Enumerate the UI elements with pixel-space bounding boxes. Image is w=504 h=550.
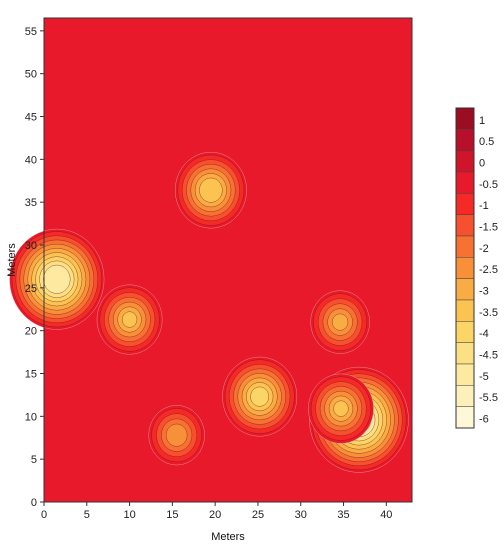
y-tick-label: 40 bbox=[25, 154, 37, 166]
legend-label: -5.5 bbox=[479, 392, 498, 404]
contour-feature bbox=[96, 284, 163, 355]
legend-label: -4 bbox=[479, 328, 489, 340]
y-tick-label: 55 bbox=[25, 26, 37, 38]
legend-swatch bbox=[455, 385, 475, 407]
y-tick-label: 25 bbox=[25, 283, 37, 295]
x-tick-label: 30 bbox=[295, 509, 307, 521]
legend-label: 0 bbox=[479, 157, 485, 169]
x-tick-label: 0 bbox=[41, 509, 47, 521]
x-tick-label: 15 bbox=[166, 509, 178, 521]
legend-label: -1.5 bbox=[479, 221, 498, 233]
legend-label: 1 bbox=[479, 115, 485, 127]
legend-swatch bbox=[455, 129, 475, 151]
legend-label: -1 bbox=[479, 200, 489, 212]
contour-band bbox=[332, 313, 349, 331]
legend-label: -4.5 bbox=[479, 349, 498, 361]
y-tick-label: 15 bbox=[25, 369, 37, 381]
legend-swatch bbox=[455, 299, 475, 322]
contour-feature bbox=[222, 356, 298, 437]
contour-feature bbox=[310, 290, 370, 354]
legend-label: -2.5 bbox=[479, 264, 498, 276]
legend-swatch bbox=[455, 363, 475, 386]
x-axis-title: Meters bbox=[211, 531, 245, 543]
contour-band bbox=[43, 264, 71, 294]
legend-label: -2 bbox=[479, 243, 489, 255]
y-tick-label: 5 bbox=[31, 454, 37, 466]
legend-frame bbox=[455, 107, 475, 429]
legend-label: -0.5 bbox=[479, 179, 498, 191]
contour-band bbox=[199, 177, 223, 203]
y-tick-label: 35 bbox=[25, 197, 37, 209]
legend-swatch bbox=[455, 278, 475, 301]
legend-swatch bbox=[455, 235, 475, 258]
y-tick-label: 0 bbox=[31, 497, 37, 509]
legend-label: -3.5 bbox=[479, 307, 498, 319]
contour-fills bbox=[9, 151, 409, 473]
legend-swatch bbox=[455, 193, 475, 215]
x-tick-label: 5 bbox=[84, 509, 90, 521]
x-tick-label: 25 bbox=[252, 509, 264, 521]
contour-feature bbox=[148, 405, 205, 466]
legend-swatch bbox=[455, 171, 475, 194]
contour-feature bbox=[9, 228, 105, 330]
x-tick-label: 40 bbox=[380, 509, 392, 521]
y-tick-label: 50 bbox=[25, 69, 37, 81]
legend-swatch bbox=[455, 342, 475, 365]
color-legend: 1 0.5 0 -0.5 -1 -1.5 -2 -2.5 -3 -3.5 -4 -4.5 -5 -5.5 -… bbox=[455, 107, 498, 429]
plot-frame bbox=[43, 17, 413, 503]
y-tick-label: 20 bbox=[25, 326, 37, 338]
x-tick-label: 10 bbox=[123, 509, 135, 521]
legend-swatch bbox=[455, 257, 475, 279]
contour-band bbox=[165, 423, 188, 447]
x-tick-label: 20 bbox=[209, 509, 221, 521]
legend-swatch bbox=[455, 214, 475, 237]
legend-label: 0.5 bbox=[479, 136, 494, 148]
axes: 0 5 10 15 20 25 30 35 40 0 5 10 15 20 25 30 35 40 45 50 55 bbox=[25, 26, 393, 521]
contour-band bbox=[250, 386, 270, 407]
x-tick-label: 35 bbox=[337, 509, 349, 521]
legend-label: -3 bbox=[479, 285, 489, 297]
legend-swatch bbox=[455, 321, 475, 343]
legend-label: -5 bbox=[479, 371, 489, 383]
contour-band bbox=[333, 400, 349, 417]
y-axis-title: Meters bbox=[6, 243, 18, 277]
contour-feature bbox=[174, 151, 247, 229]
legend-swatch bbox=[455, 406, 475, 429]
y-tick-label: 10 bbox=[25, 411, 37, 423]
y-tick-label: 45 bbox=[25, 112, 37, 124]
plot-area bbox=[9, 17, 413, 503]
legend-swatch bbox=[455, 107, 475, 130]
y-tick-label: 30 bbox=[25, 240, 37, 252]
legend-label: -6 bbox=[479, 413, 489, 425]
legend-swatch bbox=[455, 150, 475, 173]
contour-band bbox=[121, 311, 138, 328]
contour-feature bbox=[308, 373, 374, 444]
